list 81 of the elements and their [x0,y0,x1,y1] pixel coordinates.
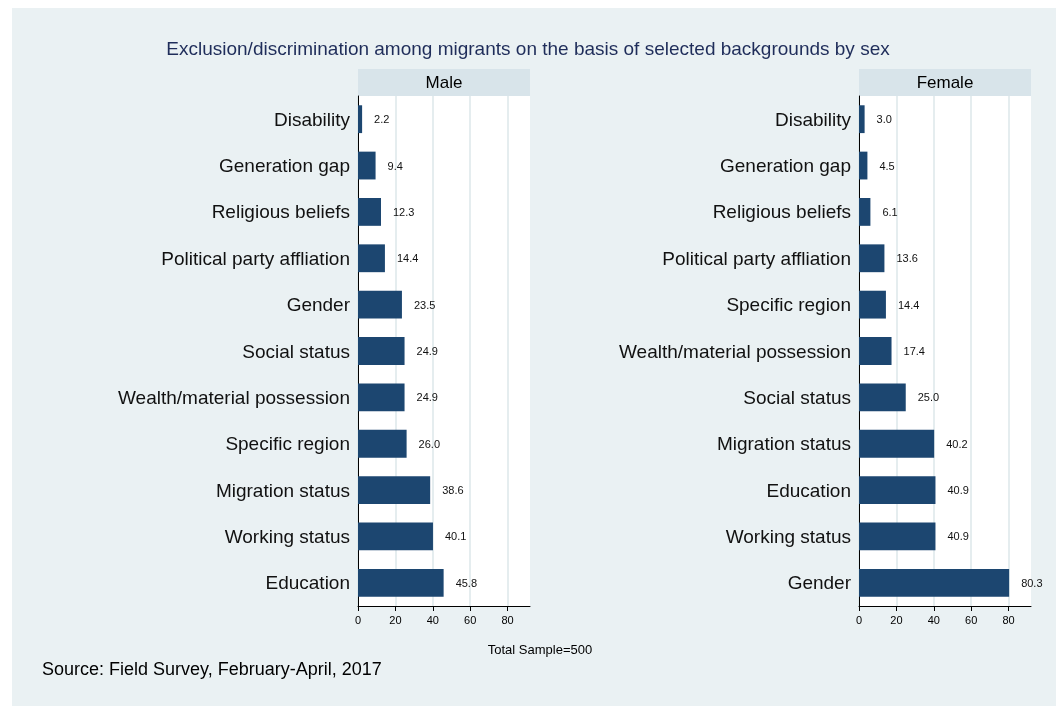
bar [358,522,433,551]
x-tick-label: 60 [965,613,978,626]
bar [358,476,431,504]
data-label: 2.2 [374,113,390,126]
bar [859,151,868,180]
data-label: 40.2 [946,437,968,450]
data-label: 14.4 [396,252,419,265]
bar [859,105,865,134]
data-label: 40.9 [947,530,969,543]
y-tick-label: Disability [273,108,351,130]
data-label: 4.5 [879,159,895,172]
y-tick-label: Working status [224,525,350,547]
y-tick-label: Working status [725,525,851,547]
data-label: 26.0 [418,437,441,450]
y-tick-label: Social status [743,386,851,408]
bar [859,476,936,504]
y-tick-label: Education [265,572,350,594]
chart-title: Exclusion/discrimination among migrants on the basis of selected backgrounds by sex [166,38,891,59]
x-tick-label: 80 [1002,613,1015,626]
x-tick-label: 40 [927,613,940,626]
data-label: 9.4 [387,159,403,172]
y-tick-label: Gender [787,572,852,594]
y-tick-label: Social status [242,340,350,362]
y-tick-label: Generation gap [219,155,350,177]
bar [358,244,385,273]
data-label: 23.5 [413,298,436,311]
bar [358,290,402,319]
source-note: Source: Field Survey, February-April, 2017 [42,659,382,679]
bar [358,151,376,180]
data-label: 13.6 [896,252,918,265]
data-label: 80.3 [1021,576,1043,589]
text: Total Sample=500 [487,641,593,657]
bar [358,383,405,412]
y-tick-label: Disability [774,108,852,130]
data-label: 40.9 [947,484,969,497]
data-label: 24.9 [416,345,438,357]
data-label: 25.0 [917,391,940,404]
y-tick-label: Religious beliefs [712,201,851,223]
bar [358,337,405,365]
bar [358,105,363,134]
bar [859,290,886,319]
y-tick-label: Gender [286,294,351,316]
data-label: 38.6 [442,484,464,497]
data-label: 24.9 [416,391,438,404]
chart-subtitle: Male [425,73,463,92]
x-tick-label: 60 [464,613,477,626]
bar [859,568,1010,597]
bar [859,244,885,273]
x-tick-label: 80 [501,613,514,626]
y-tick-label: Religious beliefs [211,201,350,223]
data-label: 6.1 [882,205,898,218]
y-tick-label: Migration status [215,479,350,501]
y-tick-label: Generation gap [720,155,851,177]
x-tick-label: 20 [389,613,402,626]
bar [358,429,407,458]
chart-subtitle: Female [916,73,974,92]
bar [859,383,906,412]
x-tick-label: 0 [354,613,362,626]
data-label: 3.0 [876,113,892,126]
y-tick-label: Specific region [726,294,851,316]
y-tick-label: Wealth/material possession [118,386,350,408]
data-label: 14.4 [897,298,920,311]
x-tick-label: 20 [890,613,903,626]
data-label: 40.1 [444,530,467,543]
y-tick-label: Political party affliation [662,247,851,269]
y-tick-label: Wealth/material possession [619,340,851,362]
bar [859,337,892,365]
data-label: 45.8 [455,576,478,589]
y-tick-label: Specific region [225,433,350,455]
x-tick-label: 0 [855,613,863,626]
y-tick-label: Political party affliation [161,247,350,269]
y-tick-label: Education [766,479,851,501]
bar [358,568,444,597]
data-label: 12.3 [393,205,415,218]
bar [859,429,935,458]
bar [358,198,381,226]
bar [859,198,871,226]
data-label: 17.4 [903,345,925,357]
bar [859,522,936,551]
x-tick-label: 40 [426,613,439,626]
y-tick-label: Migration status [716,433,851,455]
